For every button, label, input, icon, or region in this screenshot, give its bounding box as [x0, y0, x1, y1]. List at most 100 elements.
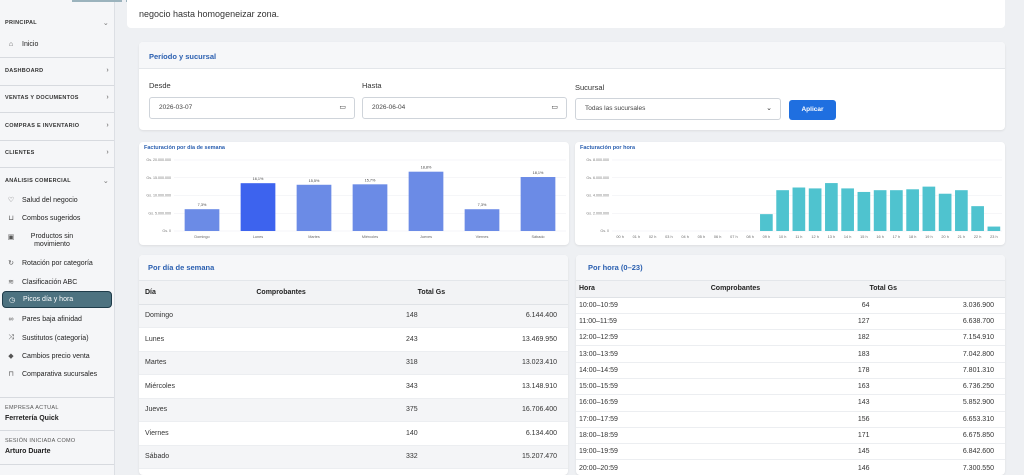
sidebar-item-cambios-precio[interactable]: ◆ Cambios precio venta: [2, 350, 112, 362]
table-row: 17:00–17:59 156 6.653.310: [576, 411, 1005, 428]
x-tick-label: Domingo: [194, 235, 209, 239]
cell-label: Lunes: [139, 327, 257, 352]
calendar-icon[interactable]: ▭: [339, 104, 346, 111]
cell-total: 3.036.900: [869, 297, 1005, 314]
desde-input[interactable]: 2026-03-07 ▭: [149, 97, 355, 119]
tag-icon: ◆: [8, 353, 14, 360]
sidebar-item-comparativa[interactable]: ⊓ Comparativa sucursales: [2, 368, 112, 380]
y-tick-label: Gs. 6.000.000: [586, 176, 609, 180]
hasta-input[interactable]: 2026-06-04 ▭: [362, 97, 567, 119]
cell-comprobantes: 183: [710, 345, 870, 363]
section-principal[interactable]: PRINCIPAL ⌄: [5, 20, 109, 27]
store-icon: ⊓: [8, 371, 14, 378]
table-row: Martes 318 13.023.410: [139, 351, 568, 375]
x-tick-label: 02 h: [649, 235, 656, 239]
col-comprobantes[interactable]: Comprobantes: [710, 281, 870, 298]
x-tick-label: 05 h: [698, 235, 705, 239]
table-row: Jueves 375 16.706.400: [139, 398, 568, 422]
cell-label: 17:00–17:59: [576, 411, 711, 428]
sidebar-item-rotacion[interactable]: ↻ Rotación por categoría: [2, 257, 112, 269]
x-tick-label: 00 h: [616, 235, 623, 239]
col-dia[interactable]: Día: [139, 281, 257, 305]
hasta-label: Hasta: [362, 81, 382, 90]
bar: [825, 183, 838, 231]
x-tick-label: 23 h: [990, 235, 997, 239]
x-tick-label: 13 h: [828, 235, 835, 239]
sidebar-item-abc[interactable]: ≋ Clasificación ABC: [2, 276, 112, 288]
sidebar-item-sustitutos[interactable]: ⤨ Sustitutos (categoría): [2, 332, 112, 344]
top-tab[interactable]: [72, 0, 122, 2]
sucursal-select[interactable]: Todas las sucursales ⌄: [575, 98, 781, 120]
cell-comprobantes: 343: [256, 374, 418, 399]
cell-total: 6.134.400: [417, 421, 568, 446]
sidebar-item-productos-sin-movimiento[interactable]: ▣ Productos sin movimiento: [7, 233, 74, 248]
user-name: Arturo Duarte: [5, 448, 51, 455]
section-dashboard[interactable]: DASHBOARD ›: [5, 67, 109, 74]
bar: [352, 184, 388, 231]
sidebar-item-pares[interactable]: ∞ Pares baja afinidad: [2, 313, 112, 325]
shuffle-icon: ⤨: [8, 334, 14, 341]
x-tick-label: 09 h: [763, 235, 770, 239]
col-total[interactable]: Total Gs: [417, 281, 568, 305]
table-row: 18:00–18:59 171 6.675.850: [576, 427, 1005, 445]
chart-day-title: Facturación por día de semana: [144, 145, 225, 151]
col-hora[interactable]: Hora: [576, 281, 711, 298]
cell-comprobantes: 182: [710, 329, 870, 347]
apply-button[interactable]: Aplicar: [789, 100, 836, 120]
cell-comprobantes: 171: [710, 427, 870, 445]
table-row: 11:00–11:59 127 6.638.700: [576, 313, 1005, 331]
chevron-down-icon: ⌄: [102, 20, 109, 27]
section-clientes[interactable]: CLIENTES ›: [5, 149, 109, 156]
cell-label: Martes: [139, 351, 257, 375]
x-tick-label: Miércoles: [362, 235, 378, 239]
table-row: 19:00–19:59 145 6.842.600: [576, 443, 1005, 461]
box-icon: ▣: [7, 234, 15, 241]
sidebar-item-picos[interactable]: ◷ Picos día y hora: [2, 291, 112, 308]
col-total[interactable]: Total Gs: [869, 281, 1005, 298]
company-name: Ferretería Quick: [5, 415, 59, 422]
cell-total: 6.842.600: [869, 443, 1005, 461]
sucursal-label: Sucursal: [575, 83, 605, 92]
chart-hour: Gs. 0 Gs. 2.000.000 Gs. 4.000.000 Gs. 6.000…: [586, 158, 1002, 239]
heart-pulse-icon: ♡: [7, 197, 15, 204]
hora-table: Hora Comprobantes Total Gs 10:00–10:59 64…: [576, 281, 1005, 475]
home-icon: ⌂: [8, 40, 14, 48]
cell-total: 13.023.410: [417, 351, 568, 375]
bar: [464, 209, 500, 231]
chevron-right-icon: ›: [106, 94, 109, 101]
chart-hour-card: Facturación por hora Gs. 0 Gs. 2.000.000 G…: [575, 142, 1005, 245]
bar: [760, 214, 773, 231]
cell-label: Viernes: [139, 421, 257, 446]
section-compras[interactable]: COMPRAS E INVENTARIO ›: [5, 122, 109, 129]
cell-label: Domingo: [139, 304, 257, 328]
cell-label: 13:00–13:59: [576, 345, 711, 363]
sidebar-item-salud[interactable]: ♡ Salud del negocio: [7, 196, 78, 205]
x-tick-label: 19 h: [925, 235, 932, 239]
calendar-icon[interactable]: ▭: [551, 104, 558, 111]
cell-comprobantes: 143: [710, 394, 870, 412]
cell-comprobantes: 178: [710, 362, 870, 379]
table-row: Lunes 243 13.469.950: [139, 327, 568, 352]
col-comprobantes[interactable]: Comprobantes: [256, 281, 418, 305]
table-row: Domingo 148 6.144.400: [139, 304, 568, 328]
company-label: EMPRESA ACTUAL: [5, 405, 59, 411]
cell-label: Jueves: [139, 398, 257, 422]
dia-table: Día Comprobantes Total Gs Domingo 148 6.14…: [139, 281, 568, 469]
section-ventas[interactable]: VENTAS Y DOCUMENTOS ›: [5, 94, 109, 101]
table-row: 13:00–13:59 183 7.042.800: [576, 345, 1005, 363]
cell-label: Sábado: [139, 445, 257, 469]
data-label: 15,5%: [309, 179, 320, 183]
bar: [906, 189, 919, 231]
sidebar-item-inicio[interactable]: ⌂ Inicio: [2, 38, 112, 50]
filters-title: Período y sucursal: [139, 42, 1005, 69]
info-strip: negocio hasta homogeneizar zona.: [127, 0, 1005, 28]
y-tick-label: Gs. 0: [162, 229, 171, 233]
sidebar-item-combos[interactable]: ⊔ Combos sugeridos: [2, 212, 112, 224]
x-tick-label: Lunes: [253, 235, 263, 239]
bar: [955, 190, 968, 231]
cell-total: 7.300.550: [869, 459, 1005, 475]
cell-label: 16:00–16:59: [576, 394, 711, 412]
cell-comprobantes: 318: [256, 351, 418, 375]
cell-total: 7.154.910: [869, 329, 1005, 347]
section-analisis[interactable]: ANÁLISIS COMERCIAL ⌄: [5, 178, 109, 185]
